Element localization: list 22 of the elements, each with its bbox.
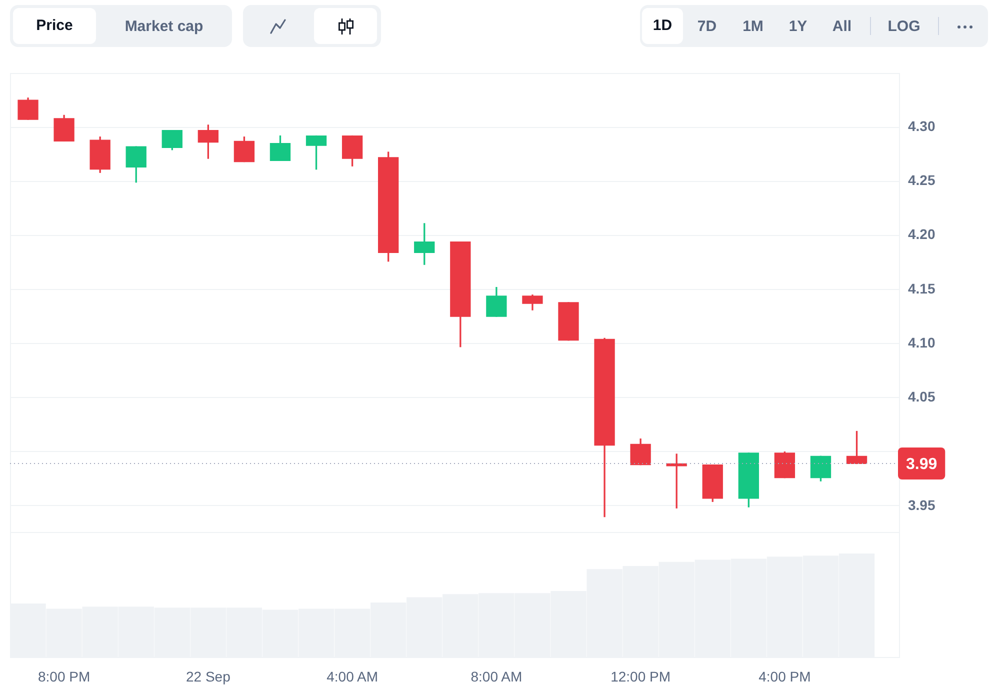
x-tick-label: 12:00 PM (610, 668, 671, 684)
y-tick-label: 4.20 (908, 226, 936, 242)
x-tick-label: 4:00 AM (326, 668, 378, 684)
y-tick-label: 4.15 (908, 280, 936, 296)
text: Price (13, 8, 96, 44)
text: Market cap (124, 18, 204, 36)
y-tick-label: 4.30 (908, 118, 936, 134)
x-tick-label: 8:00 AM (470, 668, 522, 684)
y-tick-label: 3.95 (908, 496, 936, 513)
text: 1Y (788, 18, 808, 36)
x-tick-label: 4:00 PM (758, 668, 811, 684)
ref-line-label: 3.99 (906, 456, 938, 473)
text: LOG (888, 18, 920, 36)
text: 1M (742, 18, 764, 36)
x-tick-label: 22 Sep (186, 668, 231, 684)
text: 7D (697, 18, 717, 36)
y-tick-label: 4.10 (908, 334, 936, 350)
text: 1D (642, 8, 683, 44)
x-tick-label: 8:00 PM (38, 668, 90, 684)
text: All (832, 18, 852, 36)
y-tick-label: 4.25 (908, 172, 936, 188)
y-tick-label: 4.05 (908, 388, 936, 405)
